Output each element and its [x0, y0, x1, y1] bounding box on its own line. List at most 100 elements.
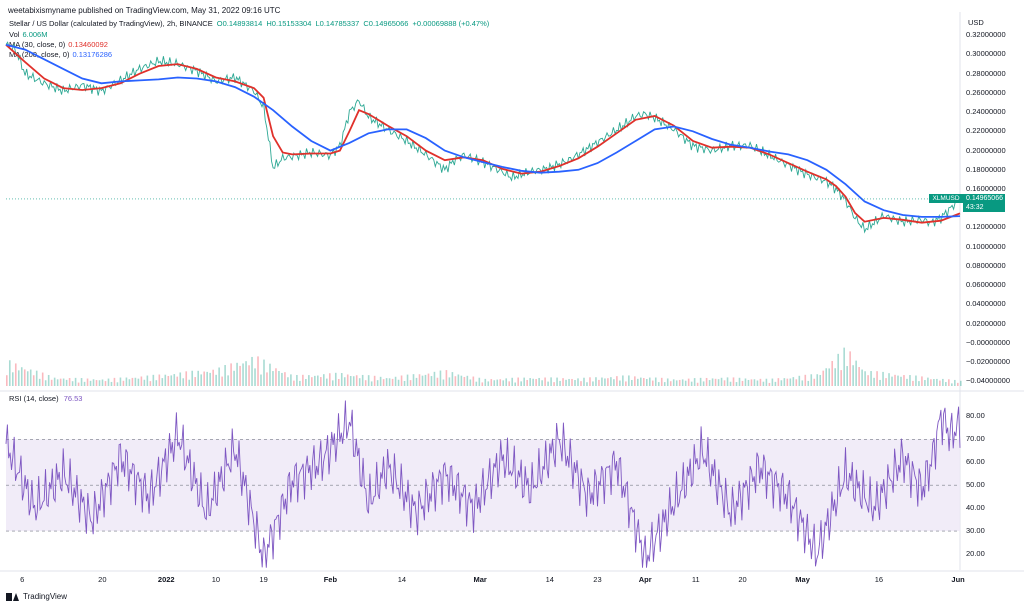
rsi-legend[interactable]: RSI (14, close) 76.53 [9, 394, 82, 403]
volume-bar [735, 382, 738, 386]
volume-bar [299, 380, 301, 386]
volume-bar [780, 380, 783, 386]
volume-bar [143, 379, 146, 386]
volume-bar [385, 378, 388, 386]
volume-bar [119, 377, 122, 386]
volume-bar [634, 376, 636, 386]
volume-bar [499, 379, 502, 386]
volume-bar [843, 347, 845, 386]
volume-bar [909, 375, 911, 386]
volume-bar [834, 368, 836, 386]
volume-bar [628, 375, 630, 386]
ma30-legend[interactable]: MA (30, close, 0) 0.13460092 [9, 40, 108, 49]
volume-bar [218, 367, 220, 386]
volume-bar [272, 371, 274, 386]
volume-bar [203, 371, 205, 386]
volume-bar [155, 380, 158, 386]
volume-bar [951, 383, 953, 386]
volume-bar [17, 370, 20, 386]
volume-bar [936, 378, 938, 386]
volume-bar [11, 372, 14, 386]
volume-bar [227, 375, 229, 386]
volume-bar [406, 374, 409, 386]
volume-bar [849, 351, 851, 386]
volume-bar [62, 378, 65, 386]
volume-bar [867, 375, 869, 386]
volume-bar [475, 381, 478, 386]
rsi-label: RSI (14, close) [9, 394, 59, 403]
volume-bar [774, 381, 777, 386]
time-tick-label: Jun [951, 575, 965, 584]
ma30-value: 0.13460092 [68, 40, 108, 49]
volume-bar [317, 375, 319, 386]
tradingview-logo-icon [6, 592, 20, 601]
volume-bar [651, 380, 654, 386]
volume-bar [370, 381, 373, 386]
volume-bar [358, 378, 361, 386]
volume-bar [538, 377, 540, 386]
volume-bar [376, 380, 379, 386]
volume-bar [478, 377, 481, 386]
volume-bar [711, 378, 714, 386]
time-tick-label: 6 [20, 575, 25, 584]
volume-bar [864, 371, 866, 386]
volume-bar [424, 374, 427, 386]
volume-bar [654, 377, 657, 386]
volume-bar [32, 375, 35, 386]
volume-bar [287, 377, 289, 386]
volume-bar [134, 377, 137, 386]
volume-bar [562, 378, 564, 386]
change-value: +0.00069888 (+0.47%) [412, 19, 490, 28]
volume-bar [741, 380, 744, 386]
volume-bar [331, 380, 334, 386]
time-tick-label: Apr [638, 575, 652, 584]
volume-bar [693, 378, 696, 386]
volume-bar [400, 375, 403, 386]
volume-bar [236, 362, 238, 386]
volume-bar [897, 375, 899, 386]
volume-bar [750, 379, 753, 386]
volume-bar [269, 363, 271, 386]
price-tick-label: 0.16000000 [966, 184, 1006, 194]
volume-bar [610, 377, 612, 386]
volume-bar [460, 375, 463, 386]
volume-bar [625, 381, 627, 386]
price-tick-label: 0.32000000 [966, 30, 1006, 40]
ma200-legend[interactable]: MA (200, close, 0) 0.13176286 [9, 50, 112, 59]
volume-bar [484, 378, 487, 386]
ma200-line [5, 43, 961, 218]
volume-bar [83, 381, 86, 386]
volume-bar [451, 372, 454, 386]
volume-bar [804, 374, 807, 386]
footer-brand[interactable]: TradingView [6, 592, 67, 601]
volume-bar [173, 374, 176, 386]
volume-bar [20, 367, 23, 386]
price-tick-label: 0.12000000 [966, 222, 1006, 232]
volume-bar [825, 368, 828, 386]
rsi-tick-label: 40.00 [966, 503, 985, 513]
price-tick-label: 0.02000000 [966, 318, 1006, 328]
volume-bar [954, 379, 956, 386]
volume-bar [684, 380, 687, 386]
price-tick-label: 0.10000000 [966, 241, 1006, 251]
volume-bar [915, 375, 917, 386]
volume-bar [930, 379, 932, 386]
symbol-title[interactable]: Stellar / US Dollar (calculated by Tradi… [9, 19, 213, 28]
volume-bar [687, 378, 690, 386]
volume-bar [170, 375, 173, 386]
volume-bar [212, 369, 214, 386]
rsi-tick-label: 80.00 [966, 411, 985, 421]
vol-legend[interactable]: Vol 6.006M [9, 30, 47, 39]
volume-bar [397, 379, 400, 386]
volume-bar [681, 379, 684, 386]
volume-bar [343, 377, 346, 386]
volume-bar [439, 370, 442, 386]
volume-bar [729, 381, 732, 386]
volume-bar [669, 381, 672, 386]
volume-bar [209, 372, 211, 386]
volume-bar [870, 371, 872, 386]
volume-bar [311, 377, 313, 386]
volume-bar [622, 375, 624, 386]
